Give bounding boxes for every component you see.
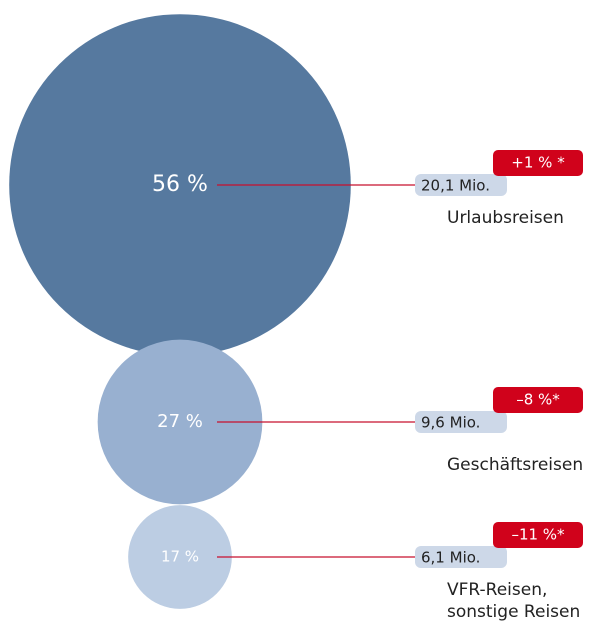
- change-label: –11 %*: [511, 526, 565, 544]
- change-label: –8 %*: [516, 391, 560, 409]
- change-label: +1 % *: [511, 154, 565, 172]
- category-label: Urlaubsreisen: [447, 208, 564, 228]
- change-box: [493, 522, 583, 548]
- share-label: 17 %: [161, 548, 199, 566]
- category-label: VFR-Reisen,: [447, 580, 547, 600]
- bubble: [97, 339, 263, 505]
- share-label: 27 %: [157, 411, 203, 432]
- count-label: 20,1 Mio.: [421, 177, 490, 195]
- share-label: 56 %: [152, 172, 208, 197]
- count-label: 9,6 Mio.: [421, 414, 480, 432]
- count-box: [415, 174, 507, 196]
- bubble: [9, 14, 351, 356]
- category-label: sonstige Reisen: [447, 602, 580, 622]
- count-label: 6,1 Mio.: [421, 549, 480, 567]
- change-box: [493, 387, 583, 413]
- count-box: [415, 546, 507, 568]
- bubble: [128, 505, 232, 609]
- count-box: [415, 411, 507, 433]
- change-box: [493, 150, 583, 176]
- category-label: Geschäftsreisen: [447, 455, 583, 475]
